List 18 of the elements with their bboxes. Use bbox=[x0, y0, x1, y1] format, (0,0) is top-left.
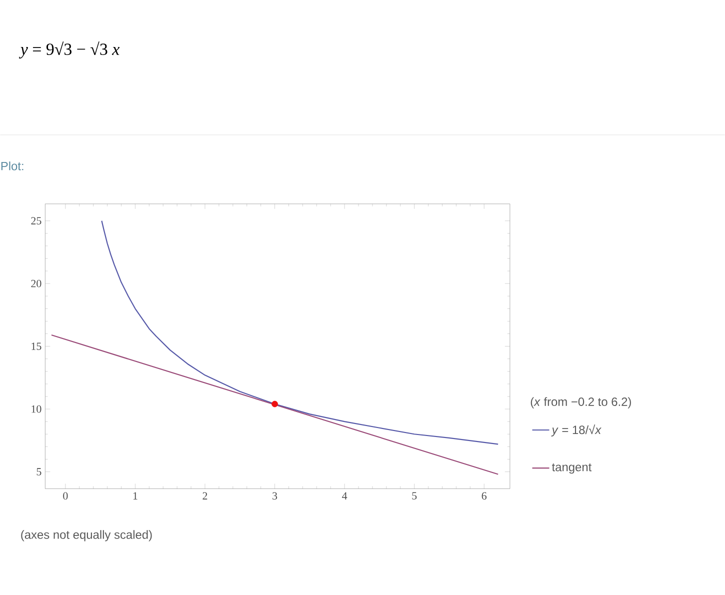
y-tick-label: 20 bbox=[31, 280, 42, 288]
x-tick-label: 2 bbox=[202, 492, 208, 500]
y-tick-label: 10 bbox=[32, 406, 42, 413]
x-tick-label: 6 bbox=[482, 492, 487, 500]
text: (x from −0.2 to 6.2) bbox=[530, 397, 631, 408]
x-tick-label: 3 bbox=[272, 492, 278, 500]
legend-label: y = 18/√x bbox=[551, 424, 602, 437]
legend-label: tangent bbox=[552, 464, 592, 474]
text: Plot: bbox=[1, 162, 24, 170]
x-tick-label: 4 bbox=[342, 492, 348, 500]
x-tick-label: 1 bbox=[133, 492, 138, 500]
text: (axes not equally scaled) bbox=[21, 530, 152, 542]
x-tick-label: 0 bbox=[63, 492, 68, 500]
x-tick-label: 5 bbox=[412, 492, 417, 500]
y-tick-label: 5 bbox=[36, 468, 42, 476]
text: y = 9√3 − √3 x bbox=[18, 42, 120, 59]
y-tick-label: 25 bbox=[31, 217, 42, 225]
y-tick-label: 15 bbox=[32, 342, 42, 350]
